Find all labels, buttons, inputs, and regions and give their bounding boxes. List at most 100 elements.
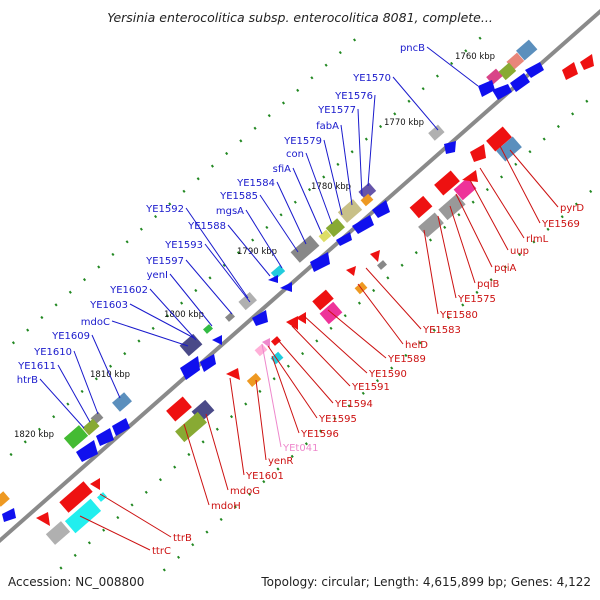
forward-gene-label[interactable]: YE1576 [334,91,373,102]
leader-line [245,209,283,269]
feature-arrow [200,354,216,372]
tick-mark [464,49,468,53]
forward-gene-label[interactable]: yenI [147,270,168,281]
leader-line [367,94,376,187]
reverse-gene-label[interactable]: YE1594 [334,399,373,410]
tick-mark [68,290,72,294]
forward-gene-label[interactable]: fabA [316,121,339,132]
leader-line [227,224,271,277]
reverse-gene-label[interactable]: YE1596 [300,429,339,440]
tick-mark [546,227,550,231]
feature-block [337,199,363,223]
tick-mark [276,467,280,471]
forward-gene-label[interactable]: YE1592 [145,204,184,215]
tick-mark [471,200,475,204]
feature-block [64,498,102,534]
leader-line [469,179,509,251]
reverse-gene-label[interactable]: YE1580 [439,310,478,321]
tick-mark [130,503,134,507]
kbp-mark-1760: 1760 kbp [455,52,495,62]
feature-arrow [226,368,240,380]
tick-mark [205,530,209,534]
tick-mark [154,214,158,219]
reverse-gene-label[interactable]: YE1595 [318,414,357,425]
tick-mark [489,278,493,282]
feature-block [179,333,203,357]
forward-gene-label[interactable]: YE1597 [145,256,184,267]
tick-mark [307,187,312,192]
reverse-gene-label[interactable]: ttrC [152,546,171,557]
tick-mark [400,263,404,267]
tick-mark [40,315,44,320]
reverse-gene-label[interactable]: helD [405,340,428,351]
forward-gene-label[interactable]: YE1611 [17,361,56,372]
forward-gene-label[interactable]: YE1570 [352,73,391,84]
reverse-gene-label[interactable]: YE1590 [368,369,407,380]
forward-gene-label[interactable]: YE1609 [51,331,90,342]
feature-block [63,425,89,449]
forward-gene-label[interactable]: YE1579 [283,136,322,147]
forward-gene-label[interactable]: mgsA [216,206,244,217]
tick-mark [116,515,120,520]
forward-gene-label[interactable]: YE1603 [89,300,128,311]
tick-mark [414,251,418,255]
leader-line [185,207,249,299]
reverse-gene-label[interactable]: rlmL [526,234,549,245]
reverse-gene-label[interactable]: mdoH [211,501,241,512]
tick-mark [407,99,411,103]
forward-gene-label[interactable]: YE1584 [236,178,275,189]
reverse-gene-label[interactable]: uup [510,246,529,257]
reverse-gene-label[interactable]: YE1591 [351,382,390,393]
leader-line [91,334,121,399]
forward-gene-label[interactable]: mdoC [81,317,110,328]
gene-labels: pncB YE1570 YE1576 YE1577 fabA YE1579 con sfiA Y… [17,43,585,557]
forward-gene-label[interactable]: con [286,149,304,160]
tick-mark [357,301,361,305]
feature-block [238,291,257,311]
leader-line [392,76,439,131]
tick-mark [97,265,101,269]
leader-line [479,167,525,239]
feature-block [318,229,332,243]
reverse-gene-label[interactable]: YE1569 [541,219,580,230]
reverse-gene-label[interactable]: YE1575 [457,294,496,305]
forward-gene-label[interactable]: YE1585 [219,191,258,202]
tick-mark [26,328,30,332]
tick-mark [421,87,425,91]
leader-line [449,205,476,284]
forward-gene-label[interactable]: sfiA [273,164,292,175]
tick-mark [173,465,177,469]
forward-gene-label[interactable]: YE1593 [164,240,203,251]
tick-mark [9,452,13,457]
tick-mark [123,352,127,356]
forward-gene-label[interactable]: YE1602 [109,285,148,296]
forward-gene-label[interactable]: YE1610 [33,347,72,358]
reverse-gene-label[interactable]: pqiA [494,263,516,274]
reverse-gene-label[interactable]: YE1601 [245,471,284,482]
reverse-gene-label[interactable]: mdoG [230,486,260,497]
leader-line [303,315,368,374]
reverse-gene-label[interactable]: yenR [268,456,293,467]
reverse-gene-label[interactable]: YE1583 [422,325,461,336]
feature-block [360,193,374,207]
tick-mark [111,252,115,257]
leader-line [323,139,343,216]
tick-mark [390,366,394,370]
genome-summary-text: Topology: circular; Length: 4,615,899 bp… [260,575,591,589]
reverse-gene-label[interactable]: pyrD [560,203,584,214]
forward-gene-label[interactable]: htrB [17,375,38,386]
forward-gene-label[interactable]: YE1588 [187,221,226,232]
reverse-gene-label[interactable]: YE1589 [387,354,426,365]
feature-arrow [286,316,298,330]
reverse-gene-label[interactable]: YEt041 [282,443,318,454]
feature-arrow [525,62,544,78]
leader-line [423,229,439,315]
reverse-gene-label[interactable]: ttrB [173,533,192,544]
tick-mark [560,215,564,219]
forward-gene-label[interactable]: pncB [400,43,425,54]
feature-block [271,336,281,346]
feature-arrow [36,512,50,526]
reverse-gene-label[interactable]: pqiB [477,279,499,290]
forward-gene-label[interactable]: YE1577 [317,105,356,116]
feature-arrow [262,338,270,348]
